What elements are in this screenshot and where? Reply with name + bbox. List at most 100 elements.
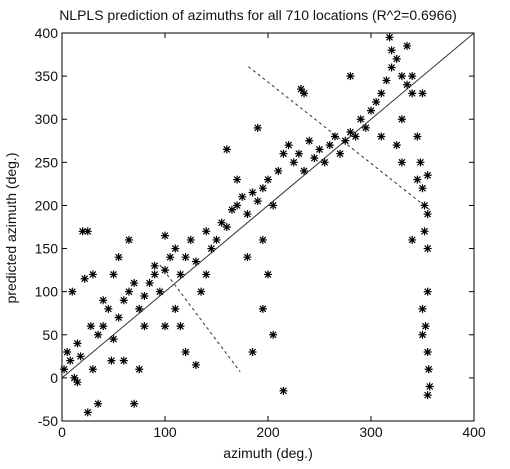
point — [191, 360, 200, 369]
chart-title: NLPLS prediction of azimuths for all 710… — [59, 7, 457, 23]
point — [104, 304, 113, 313]
point — [423, 391, 432, 400]
point — [243, 253, 252, 262]
point — [315, 145, 324, 154]
point — [227, 205, 236, 214]
point — [161, 231, 169, 240]
point — [130, 279, 139, 288]
point — [377, 132, 386, 141]
y-tick-label: 250 — [35, 154, 59, 170]
point — [408, 235, 417, 244]
y-tick-label: 150 — [35, 241, 59, 257]
point — [233, 201, 242, 210]
point — [403, 80, 412, 89]
y-tick-label: 200 — [35, 197, 59, 213]
point — [66, 356, 75, 365]
point — [423, 171, 432, 180]
point — [279, 386, 288, 395]
point — [114, 253, 123, 262]
point — [109, 270, 118, 279]
y-tick-label: 400 — [35, 25, 59, 41]
point — [387, 46, 396, 55]
point — [418, 184, 427, 193]
point — [418, 89, 427, 98]
point — [99, 296, 108, 305]
point — [416, 158, 425, 167]
point — [222, 145, 231, 154]
point — [150, 270, 159, 279]
point — [181, 348, 190, 357]
point — [88, 365, 97, 374]
point — [346, 128, 355, 137]
point — [320, 158, 329, 167]
point — [294, 149, 303, 158]
point — [124, 235, 133, 244]
point — [155, 287, 164, 296]
point — [418, 330, 427, 339]
point — [150, 261, 159, 270]
point — [217, 218, 226, 227]
point — [73, 378, 82, 387]
point — [408, 72, 417, 81]
point — [119, 356, 128, 365]
point — [336, 149, 345, 158]
point — [222, 223, 231, 231]
point — [346, 72, 355, 81]
point — [83, 227, 92, 236]
point — [284, 141, 293, 150]
point — [397, 72, 406, 81]
point — [264, 270, 272, 279]
point — [356, 115, 365, 124]
point — [166, 253, 175, 262]
point — [423, 210, 432, 219]
point — [70, 373, 79, 382]
x-tick-label: 200 — [256, 424, 280, 440]
point — [423, 348, 432, 357]
x-axis-label: azimuth (deg.) — [223, 445, 312, 461]
point — [397, 115, 406, 124]
point — [161, 322, 169, 331]
y-tick-label: 100 — [35, 284, 59, 300]
point — [397, 158, 406, 167]
point — [424, 365, 433, 374]
point — [341, 136, 350, 145]
point — [423, 244, 432, 253]
point — [367, 106, 375, 115]
point — [392, 54, 401, 63]
point — [202, 227, 211, 236]
point — [135, 365, 144, 374]
point — [258, 235, 267, 244]
point — [207, 244, 216, 253]
point — [423, 287, 432, 296]
point — [300, 89, 309, 98]
point — [140, 291, 149, 300]
point — [269, 201, 278, 210]
point — [233, 175, 242, 184]
point — [181, 253, 190, 262]
point — [243, 210, 252, 219]
point — [83, 408, 92, 417]
point — [130, 399, 139, 408]
y-tick-label: 50 — [42, 327, 58, 343]
y-tick-label: -50 — [38, 413, 58, 429]
point — [186, 235, 195, 244]
point — [385, 33, 394, 42]
point — [140, 322, 149, 331]
point — [76, 352, 85, 361]
point — [238, 192, 247, 201]
point — [161, 266, 169, 275]
point — [119, 296, 128, 305]
point — [274, 166, 283, 175]
point — [73, 339, 82, 348]
reference-line — [248, 66, 431, 211]
x-tick-label: 400 — [462, 424, 486, 440]
point — [361, 123, 370, 132]
point — [124, 287, 133, 296]
point — [269, 330, 278, 339]
point — [377, 89, 386, 98]
point — [420, 227, 429, 236]
y-tick-label: 300 — [35, 111, 59, 127]
point — [202, 270, 211, 279]
point — [212, 235, 221, 244]
